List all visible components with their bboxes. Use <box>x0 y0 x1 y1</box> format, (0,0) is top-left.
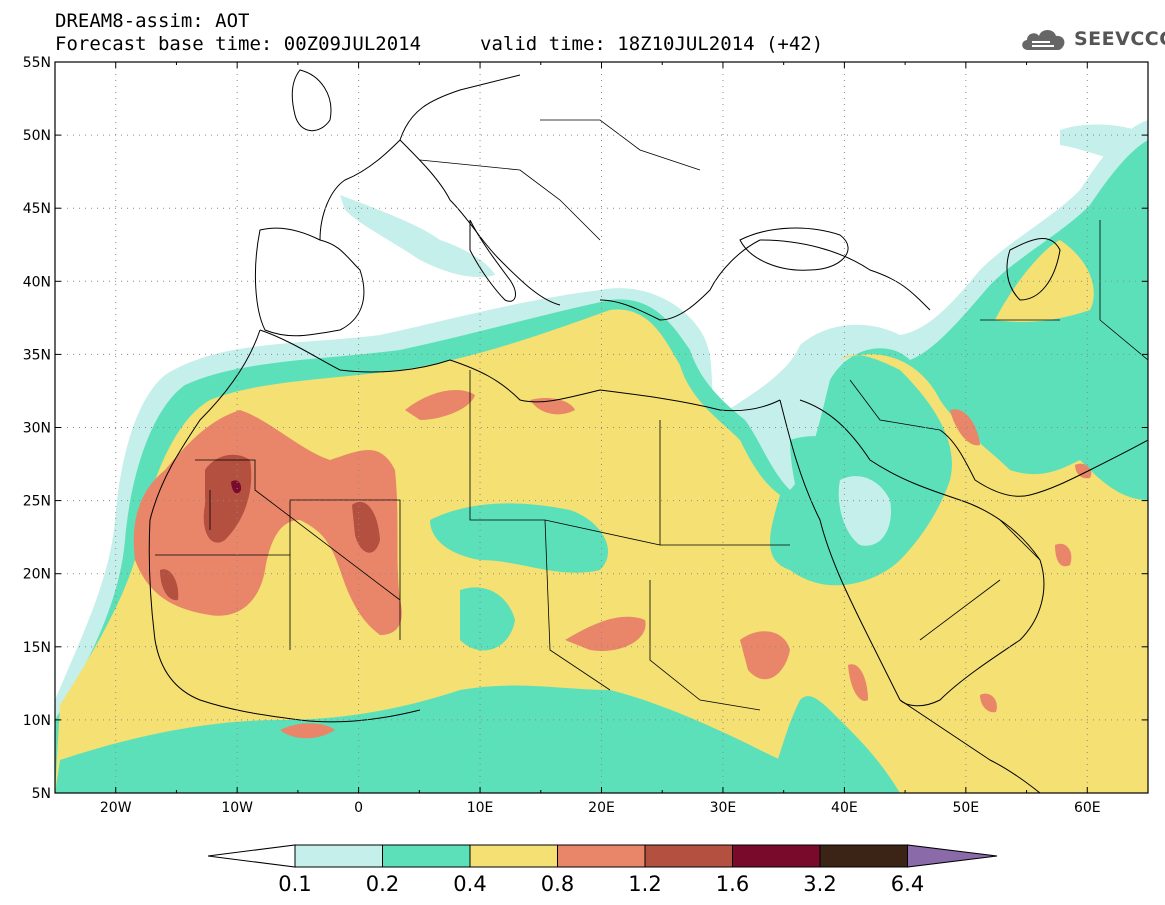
aot-contour-0.8-chad <box>565 616 646 651</box>
aot-contour-0.1-arabia <box>838 476 891 546</box>
colorbar: 0.1 0.2 0.4 0.8 1.2 1.6 3.2 6.4 <box>207 844 998 896</box>
colorbar-swatch <box>382 844 471 868</box>
aot-contour-0.8-ethiopia <box>848 664 868 701</box>
lat-label: 30N <box>23 421 51 437</box>
forecast-base-time: Forecast base time: 00Z09JUL2014 <box>55 33 422 55</box>
aot-contour-0.2-chad <box>460 587 515 651</box>
aot-field <box>55 120 1148 793</box>
lon-label: 0 <box>354 800 363 816</box>
seevccc-logo: SEEVCCC <box>1018 22 1165 56</box>
lat-label: 25N <box>23 494 51 510</box>
lon-label: 40E <box>831 800 858 816</box>
colorbar-swatch <box>644 844 733 868</box>
aot-contour-1.2 <box>203 454 252 543</box>
aot-contour-0.2-central <box>430 503 609 573</box>
lon-label: 20W <box>100 800 132 816</box>
aot-contour-0.8-somalia <box>980 693 997 713</box>
colorbar-label: 1.2 <box>628 872 661 896</box>
map-title: DREAM8-assim: AOT <box>55 10 250 32</box>
colorbar-label: 6.4 <box>891 872 924 896</box>
colorbar-swatch <box>732 844 821 868</box>
aot-contour-0.4-ne <box>995 240 1094 322</box>
colorbar-label: 0.1 <box>278 872 311 896</box>
lat-label: 35N <box>23 347 51 363</box>
lat-label: 45N <box>23 201 51 217</box>
coastlines <box>148 69 1148 793</box>
colorbar-swatch <box>557 844 646 868</box>
lon-label: 30E <box>710 800 737 816</box>
lon-label: 50E <box>952 800 979 816</box>
lat-label: 15N <box>23 640 51 656</box>
aot-contour-0.8-oman <box>1055 543 1072 567</box>
lat-label: 20N <box>23 567 51 583</box>
colorbar-label: 0.2 <box>366 872 399 896</box>
lon-label: 60E <box>1074 800 1101 816</box>
colorbar-min-arrow <box>207 844 296 868</box>
colorbar-label: 0.4 <box>453 872 486 896</box>
aot-contour-1.2-mali <box>352 501 380 553</box>
lon-axis: 20W 10W 0 10E 20E 30E 40E 50E 60E <box>54 62 1149 816</box>
aot-contour-0.1-med <box>340 195 495 278</box>
lon-label: 20E <box>588 800 615 816</box>
lat-label: 50N <box>23 128 51 144</box>
colorbar-swatch <box>469 844 558 868</box>
aot-contour-0.2-sahel <box>55 685 860 793</box>
cloud-icon <box>1022 30 1065 50</box>
colorbar-swatch <box>294 844 383 868</box>
aot-contour-0.8-nigeria <box>280 723 335 739</box>
colorbar-label: 1.6 <box>716 872 749 896</box>
lon-label: 10E <box>467 800 494 816</box>
aot-contour-0.8-gulf <box>950 409 980 446</box>
colorbar-label: 0.8 <box>541 872 574 896</box>
lat-label: 40N <box>23 274 51 290</box>
logo-text: SEEVCCC <box>1074 28 1165 50</box>
country-borders <box>155 119 1148 711</box>
aot-contour-0.8-libya <box>405 390 475 420</box>
lon-label: 10W <box>221 800 253 816</box>
lat-label: 5N <box>32 786 51 802</box>
colorbar-max-arrow <box>907 844 998 868</box>
colorbar-label: 3.2 <box>803 872 836 896</box>
map-grid <box>55 62 1148 793</box>
aot-contour-0.8-iran <box>1075 463 1092 479</box>
aot-contour-1.2-coast <box>160 569 179 601</box>
aot-contour-0.8-west <box>133 410 402 635</box>
colorbar-swatch <box>819 844 908 868</box>
lat-label: 55N <box>23 55 51 71</box>
valid-time: valid time: 18Z10JUL2014 (+42) <box>480 33 824 55</box>
aot-contour-0.8-sudan <box>740 631 790 680</box>
lat-label: 10N <box>23 713 51 729</box>
aot-contour-1.6 <box>231 480 242 494</box>
lat-axis: 55N 50N 45N 40N 35N 30N 25N 20N 15N 10N 5N <box>23 55 1148 802</box>
